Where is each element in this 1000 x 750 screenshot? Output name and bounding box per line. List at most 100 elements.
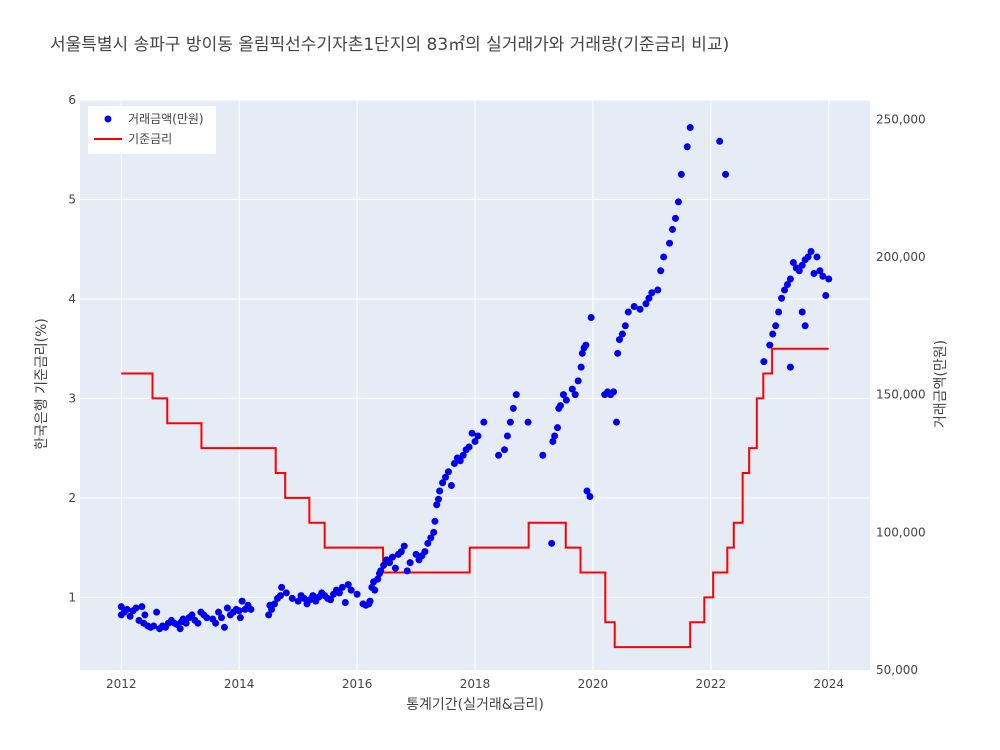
price-point xyxy=(642,300,650,308)
price-point xyxy=(327,596,335,604)
y-left-tick-label: 5 xyxy=(68,192,76,206)
price-point xyxy=(424,539,432,547)
price-point xyxy=(366,597,374,605)
grid xyxy=(80,99,870,670)
price-point xyxy=(512,391,520,399)
price-point xyxy=(468,429,476,437)
price-point xyxy=(556,402,564,410)
price-point xyxy=(386,559,394,567)
price-point xyxy=(636,305,644,313)
price-point xyxy=(141,611,149,619)
price-point xyxy=(686,124,694,132)
price-point xyxy=(781,286,789,294)
price-point xyxy=(657,267,665,275)
x-tick-label: 2020 xyxy=(578,677,609,691)
price-point xyxy=(549,437,557,445)
price-point xyxy=(786,275,794,283)
price-point xyxy=(819,272,827,280)
price-point xyxy=(548,539,556,547)
price-point xyxy=(341,599,349,607)
y-right-tick-label: 100,000 xyxy=(876,525,926,539)
y-left-tick-label: 6 xyxy=(68,93,76,107)
price-point xyxy=(276,592,284,600)
legend-marker-price xyxy=(104,115,112,123)
rate-line xyxy=(121,347,829,649)
price-point xyxy=(347,586,355,594)
price-point xyxy=(660,253,668,261)
price-point xyxy=(434,495,442,503)
price-point xyxy=(294,597,302,605)
price-point xyxy=(374,575,382,583)
price-point xyxy=(554,424,562,432)
price-point xyxy=(353,590,361,598)
y-right-tick-label: 250,000 xyxy=(876,112,926,126)
price-point xyxy=(786,363,794,371)
price-point xyxy=(578,349,586,357)
price-point xyxy=(300,594,308,602)
price-point xyxy=(769,330,777,338)
price-point xyxy=(220,623,228,631)
price-point xyxy=(816,267,824,275)
price-point xyxy=(223,604,231,612)
y-left-axis-ticks: 1 2 3 4 5 6 xyxy=(68,93,76,604)
x-tick-label: 2016 xyxy=(342,677,373,691)
x-tick-label: 2018 xyxy=(460,677,491,691)
price-point xyxy=(465,443,473,451)
price-point xyxy=(335,589,343,597)
price-point xyxy=(459,451,467,459)
legend-item-rate: 기준금리 xyxy=(128,132,172,146)
x-axis-ticks: 2012 2014 2016 2018 2020 2022 2024 xyxy=(106,677,844,691)
price-point xyxy=(344,581,352,589)
price-point xyxy=(388,553,396,561)
price-point xyxy=(309,592,317,600)
x-tick-label: 2022 xyxy=(696,677,727,691)
price-point xyxy=(474,432,482,440)
price-point xyxy=(645,294,653,302)
price-point xyxy=(671,214,679,222)
price-point xyxy=(391,564,399,572)
price-point xyxy=(194,619,202,627)
price-point xyxy=(288,594,296,602)
price-point xyxy=(509,404,517,412)
price-point xyxy=(614,349,622,357)
price-point xyxy=(495,451,503,459)
price-point xyxy=(150,622,158,630)
price-point xyxy=(669,225,676,233)
y-left-axis-title: 한국은행 기준금리(%) xyxy=(34,318,50,450)
price-point xyxy=(436,487,444,495)
price-point xyxy=(132,604,140,612)
y-left-tick-label: 1 xyxy=(68,590,76,604)
price-point xyxy=(583,487,591,495)
price-point xyxy=(506,418,514,426)
price-point xyxy=(412,550,420,558)
x-tick-label: 2024 xyxy=(813,677,844,691)
price-point xyxy=(666,239,674,247)
price-point xyxy=(610,388,618,396)
price-point xyxy=(674,198,682,206)
price-point xyxy=(153,608,161,616)
price-point xyxy=(683,143,691,151)
price-point xyxy=(400,542,408,550)
price-point xyxy=(624,308,632,316)
price-point xyxy=(265,611,273,619)
price-point xyxy=(586,493,594,501)
price-point xyxy=(798,308,806,316)
price-point xyxy=(574,377,582,385)
price-point xyxy=(810,269,818,277)
price-point xyxy=(559,391,567,399)
price-point xyxy=(677,170,685,178)
y-right-axis-ticks: 50,000 100,000 150,000 200,000 250,000 xyxy=(876,112,926,677)
price-point xyxy=(282,589,290,597)
price-point xyxy=(562,396,570,404)
price-point xyxy=(271,600,279,608)
price-point xyxy=(123,605,131,613)
price-point xyxy=(238,597,246,605)
x-tick-label: 2014 xyxy=(224,677,255,691)
y-right-axis-title: 거래금액(만원) xyxy=(933,340,949,428)
x-axis-title: 통계기간(실거래&금리) xyxy=(406,697,544,713)
price-point xyxy=(524,418,532,426)
price-point xyxy=(442,473,450,481)
price-point xyxy=(571,391,579,399)
y-right-tick-label: 150,000 xyxy=(876,388,926,402)
price-point xyxy=(338,583,346,591)
